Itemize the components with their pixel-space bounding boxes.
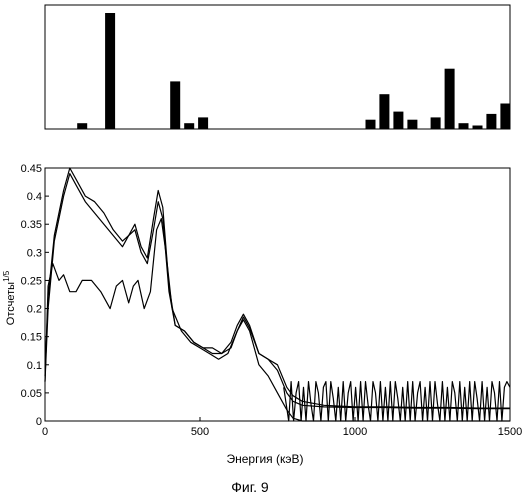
- x-tick-label: 0: [42, 426, 48, 438]
- top-bar: [459, 123, 469, 129]
- y-tick-label: 0.3: [27, 247, 42, 259]
- y-tick-label: 0.15: [21, 332, 42, 344]
- y-tick-label: 0.35: [21, 219, 42, 231]
- top-bar: [486, 114, 496, 129]
- top-bar-chart: [45, 5, 510, 129]
- x-tick-label: 1000: [343, 426, 367, 438]
- x-tick-label: 1500: [498, 426, 522, 438]
- y-tick-label: 0: [36, 416, 42, 428]
- top-bar: [500, 104, 510, 130]
- top-bar: [445, 69, 455, 129]
- top-bar: [366, 120, 376, 129]
- bottom-line-chart: 0 500 1000 1500 0 0.05 0.1 0.15 0.2 0.25 0.3 0.35 0…: [2, 163, 522, 466]
- top-bar: [473, 126, 483, 130]
- y-tick-label: 0.05: [21, 388, 42, 400]
- top-bar: [105, 13, 115, 129]
- y-axis-label-superscript: 1/5: [2, 270, 11, 282]
- top-bar: [184, 123, 194, 129]
- series-line: [284, 382, 510, 421]
- y-tick-label: 0.25: [21, 275, 42, 287]
- top-bar: [407, 120, 417, 129]
- y-tick-label: 0.2: [27, 304, 42, 316]
- main-plot-frame: [45, 168, 510, 421]
- top-bar: [393, 112, 403, 129]
- y-axis-label-main: Отсчеты: [5, 282, 17, 325]
- y-tick-label: 0.1: [27, 360, 42, 372]
- y-axis-label: Отсчеты1/5: [2, 270, 17, 325]
- y-tick-label: 0.4: [27, 191, 42, 203]
- y-tick-label: 0.45: [21, 163, 42, 175]
- figure-caption: Фиг. 9: [231, 479, 269, 495]
- series-line: [45, 168, 510, 408]
- top-bar: [198, 117, 208, 129]
- top-bar: [170, 81, 180, 129]
- top-bars: [77, 13, 510, 129]
- top-bar: [431, 117, 441, 129]
- x-tick-label: 500: [191, 426, 209, 438]
- plot-lines: [45, 168, 510, 421]
- top-bar: [379, 94, 389, 129]
- series-line: [45, 219, 510, 421]
- x-axis-label: Энергия (кэВ): [226, 452, 303, 466]
- top-bar: [77, 123, 87, 129]
